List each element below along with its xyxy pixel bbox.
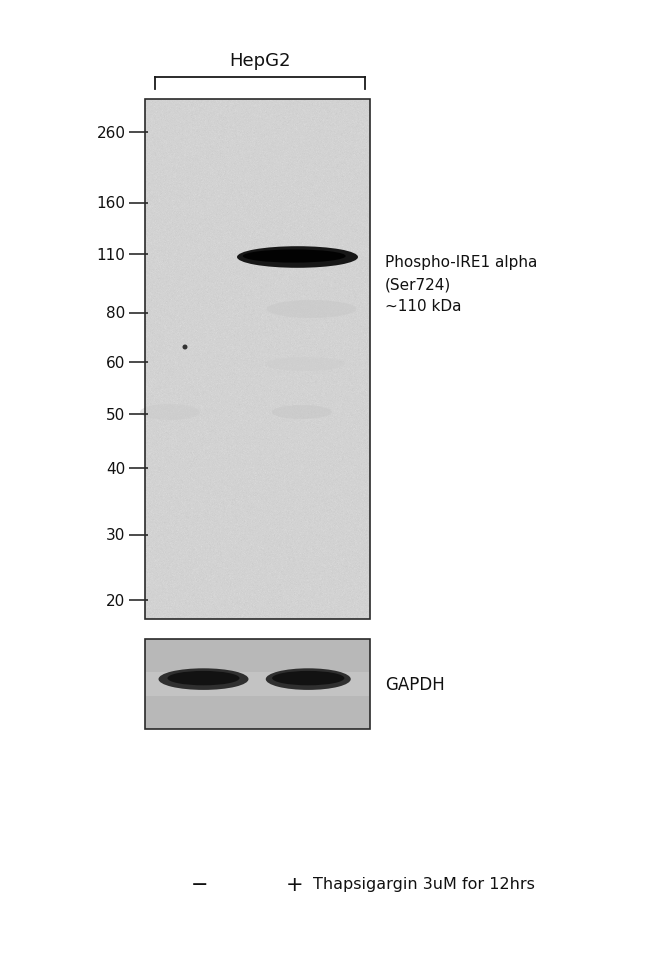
Text: GAPDH: GAPDH: [385, 676, 445, 693]
Ellipse shape: [140, 405, 200, 421]
Ellipse shape: [243, 250, 346, 263]
Text: 40: 40: [106, 461, 125, 476]
Text: 30: 30: [106, 528, 125, 543]
Text: 20: 20: [106, 593, 125, 608]
Text: +: +: [286, 874, 304, 894]
Text: −: −: [191, 874, 209, 894]
Ellipse shape: [237, 247, 358, 269]
Text: 60: 60: [106, 355, 125, 370]
Ellipse shape: [183, 345, 187, 350]
Bar: [146, 673, 369, 696]
Bar: [145, 100, 370, 619]
Ellipse shape: [266, 300, 356, 319]
Text: 50: 50: [106, 407, 125, 422]
Ellipse shape: [159, 669, 248, 690]
Ellipse shape: [168, 671, 239, 686]
Text: 160: 160: [96, 197, 125, 211]
Bar: [145, 640, 370, 730]
Ellipse shape: [272, 671, 344, 686]
Text: ~110 kDa: ~110 kDa: [385, 298, 461, 314]
Text: HepG2: HepG2: [229, 52, 291, 70]
Ellipse shape: [265, 358, 345, 372]
Ellipse shape: [266, 669, 351, 690]
Text: 80: 80: [106, 306, 125, 321]
Text: 260: 260: [96, 125, 125, 141]
Ellipse shape: [272, 406, 332, 420]
Text: (Ser724): (Ser724): [385, 277, 451, 291]
Text: 110: 110: [97, 247, 125, 262]
Text: Phospho-IRE1 alpha: Phospho-IRE1 alpha: [385, 254, 538, 270]
Text: Thapsigargin 3uM for 12hrs: Thapsigargin 3uM for 12hrs: [313, 876, 535, 892]
